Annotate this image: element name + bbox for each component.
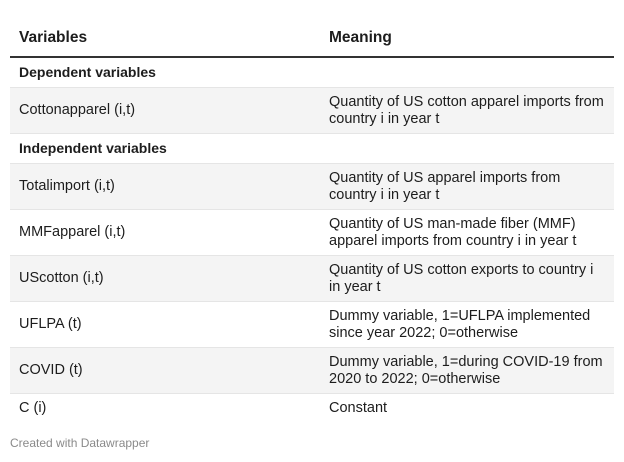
table-row: Totalimport (i,t) Quantity of US apparel… [10, 164, 614, 210]
variable-cell: Totalimport (i,t) [19, 178, 115, 194]
variable-cell: MMFapparel (i,t) [19, 224, 126, 240]
variable-cell: Cottonapparel (i,t) [19, 102, 136, 118]
datawrapper-credit: Created with Datawrapper [10, 436, 150, 450]
section-label: Dependent variables [19, 64, 156, 80]
table-header: Variables Meaning [10, 20, 614, 58]
section-row-dependent: Dependent variables [10, 58, 614, 88]
meaning-cell: Dummy variable, 1=UFLPA implemented sinc… [329, 307, 591, 341]
section-label: Independent variables [19, 140, 167, 156]
meaning-cell: Quantity of US apparel imports from coun… [329, 169, 561, 203]
variables-table: Variables Meaning Dependent variables Co… [10, 20, 614, 424]
table-row: UScotton (i,t) Quantity of US cotton exp… [10, 256, 614, 302]
table-row: COVID (t) Dummy variable, 1=during COVID… [10, 348, 614, 394]
variable-cell: UFLPA (t) [19, 316, 82, 332]
table-row: UFLPA (t) Dummy variable, 1=UFLPA implem… [10, 302, 614, 348]
meaning-cell: Constant [329, 400, 388, 416]
variable-cell: COVID (t) [19, 362, 83, 378]
meaning-cell: Quantity of US cotton apparel imports fr… [329, 93, 604, 127]
table-row: C (i) Constant [10, 394, 614, 424]
meaning-cell: Dummy variable, 1=during COVID-19 from 2… [329, 353, 603, 387]
table-row: MMFapparel (i,t) Quantity of US man-made… [10, 210, 614, 256]
header-meaning: Meaning [329, 29, 392, 46]
section-row-independent: Independent variables [10, 134, 614, 164]
meaning-cell: Quantity of US cotton exports to country… [329, 261, 594, 295]
meaning-cell: Quantity of US man-made fiber (MMF) appa… [329, 215, 577, 249]
table-row: Cottonapparel (i,t) Quantity of US cotto… [10, 88, 614, 134]
variable-cell: UScotton (i,t) [19, 270, 104, 286]
variable-cell: C (i) [19, 400, 47, 416]
header-variables: Variables [19, 29, 88, 46]
